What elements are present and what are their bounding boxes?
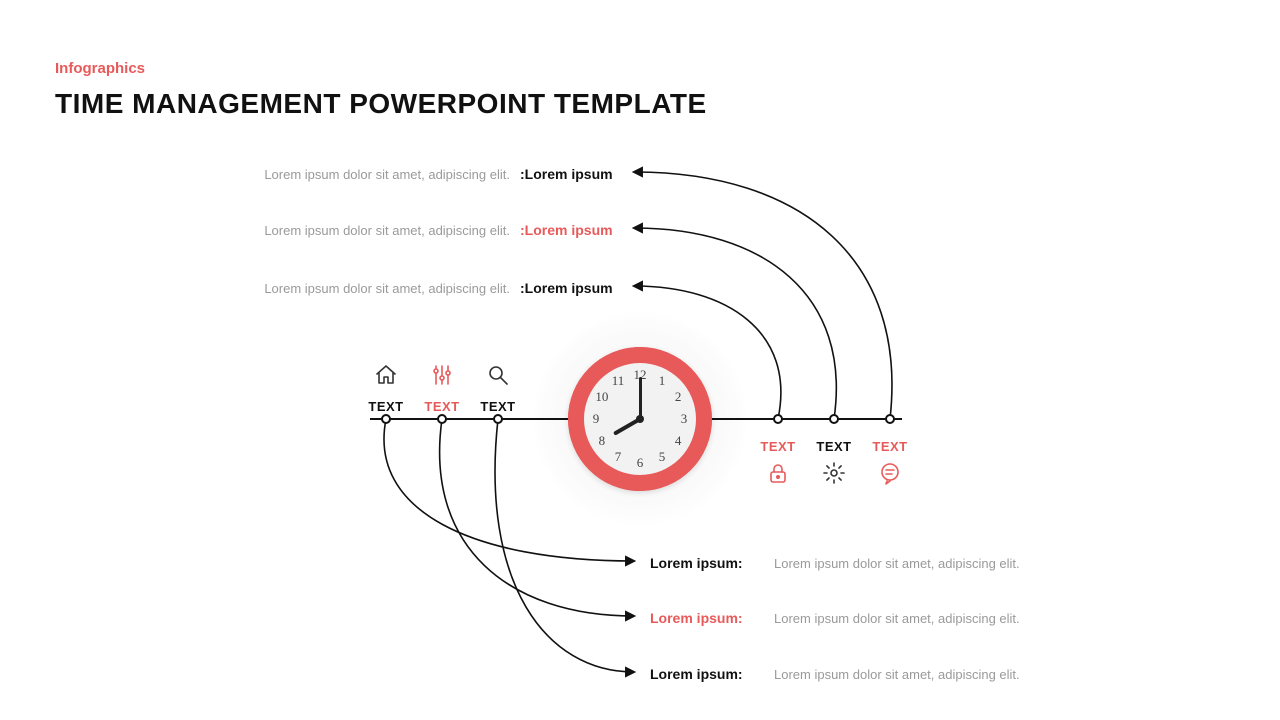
callout-heading: :Lorem ipsum [520, 166, 613, 182]
clock-numeral: 7 [615, 449, 622, 465]
callout-heading: :Lorem ipsum [520, 222, 613, 238]
node-label: TEXT [480, 399, 515, 414]
callout-heading: Lorem ipsum: [650, 610, 760, 626]
axis-left [370, 418, 568, 420]
axis-node [773, 414, 783, 424]
node-label: TEXT [872, 439, 907, 454]
axis-node [493, 414, 503, 424]
clock-numeral: 6 [637, 455, 644, 471]
callout-heading: :Lorem ipsum [520, 280, 613, 296]
chat-icon [878, 461, 902, 490]
gear-icon [822, 461, 846, 490]
slide-root: Infographics TIME MANAGEMENT POWERPOINT … [0, 0, 1280, 720]
clock-numeral: 5 [659, 449, 666, 465]
sliders-icon [430, 363, 454, 392]
clock-center-pin [636, 415, 644, 423]
axis-node [829, 414, 839, 424]
callout-heading: Lorem ipsum: [650, 666, 760, 682]
callout-desc: Lorem ipsum dolor sit amet, adipiscing e… [774, 611, 1020, 626]
callout-top: Lorem ipsum dolor sit amet, adipiscing e… [210, 280, 613, 296]
clock-numeral: 4 [675, 433, 682, 449]
clock-numeral: 3 [681, 411, 688, 427]
callout-desc: Lorem ipsum dolor sit amet, adipiscing e… [210, 223, 510, 238]
clock-numeral: 10 [595, 389, 608, 405]
axis-node [885, 414, 895, 424]
callout-desc: Lorem ipsum dolor sit amet, adipiscing e… [210, 281, 510, 296]
axis-node [381, 414, 391, 424]
callout-bottom: Lorem ipsum: Lorem ipsum dolor sit amet, … [650, 666, 1020, 682]
clock-numeral: 11 [612, 373, 625, 389]
node-label: TEXT [368, 399, 403, 414]
axis-right [712, 418, 902, 420]
clock-numeral: 2 [675, 389, 682, 405]
clock-numeral: 1 [659, 373, 666, 389]
clock-numeral: 8 [599, 433, 606, 449]
clock-minute-hand [639, 377, 642, 419]
axis-node [437, 414, 447, 424]
clock-numeral: 9 [593, 411, 600, 427]
node-label: TEXT [760, 439, 795, 454]
search-icon [486, 363, 510, 392]
callout-top: Lorem ipsum dolor sit amet, adipiscing e… [210, 222, 613, 238]
home-icon [374, 363, 398, 392]
callout-desc: Lorem ipsum dolor sit amet, adipiscing e… [774, 556, 1020, 571]
callout-top: Lorem ipsum dolor sit amet, adipiscing e… [210, 166, 613, 182]
slide-title: TIME MANAGEMENT POWERPOINT TEMPLATE [55, 88, 707, 120]
callout-desc: Lorem ipsum dolor sit amet, adipiscing e… [774, 667, 1020, 682]
node-label: TEXT [424, 399, 459, 414]
lock-icon [766, 461, 790, 490]
callout-bottom: Lorem ipsum: Lorem ipsum dolor sit amet, … [650, 610, 1020, 626]
node-label: TEXT [816, 439, 851, 454]
category-label: Infographics [55, 60, 145, 77]
callout-heading: Lorem ipsum: [650, 555, 760, 571]
callout-bottom: Lorem ipsum: Lorem ipsum dolor sit amet, … [650, 555, 1020, 571]
callout-desc: Lorem ipsum dolor sit amet, adipiscing e… [210, 167, 510, 182]
